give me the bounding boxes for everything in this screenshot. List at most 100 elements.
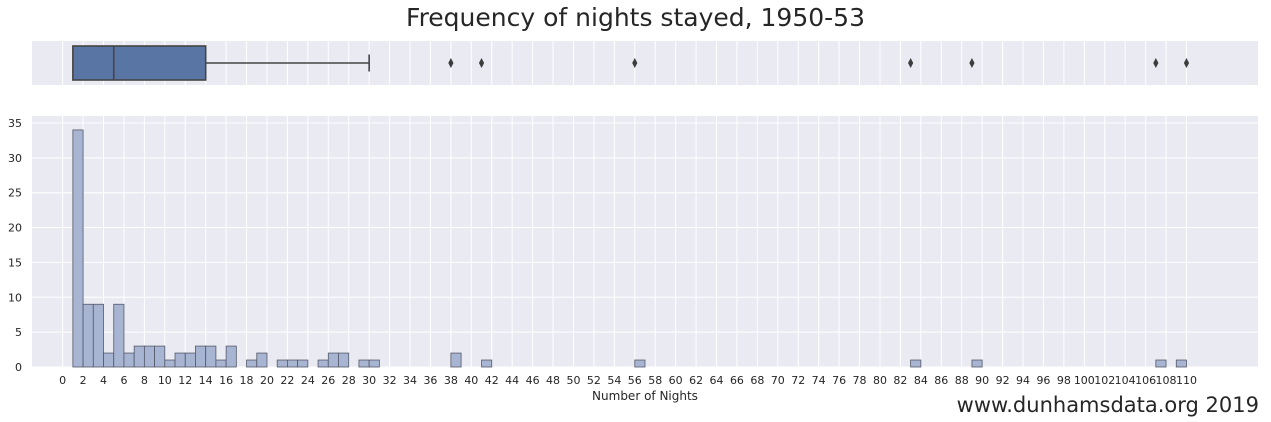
y-tick-label: 25: [8, 187, 22, 200]
chart-title: Frequency of nights stayed, 1950-53: [406, 3, 865, 32]
x-tick-label: 28: [342, 374, 356, 387]
x-tick-label: 48: [546, 374, 560, 387]
histogram-bar: [72, 129, 84, 368]
x-tick-label: 90: [975, 374, 989, 387]
histogram-bar: [910, 359, 922, 368]
x-tick-label: 102: [1094, 374, 1115, 387]
x-tick-label: 22: [280, 374, 294, 387]
x-tick-label: 64: [710, 374, 724, 387]
x-tick-label: 58: [648, 374, 662, 387]
boxplot-outlier: [632, 58, 638, 68]
y-tick-label: 5: [15, 326, 22, 339]
x-tick-label: 92: [996, 374, 1010, 387]
histogram-bar: [1155, 359, 1167, 368]
x-tick-label: 0: [59, 374, 66, 387]
boxplot-box: [72, 45, 207, 81]
y-tick-label: 15: [8, 256, 22, 269]
histogram-bar: [317, 359, 329, 368]
x-tick-label: 44: [505, 374, 519, 387]
histogram-bar: [368, 359, 380, 368]
histogram-bar: [1175, 359, 1187, 368]
x-tick-label: 86: [934, 374, 948, 387]
x-tick-label: 10: [158, 374, 172, 387]
x-tick-label: 36: [423, 374, 437, 387]
y-tick-label: 20: [8, 222, 22, 235]
x-axis-label: Number of Nights: [592, 389, 698, 403]
x-tick-label: 60: [669, 374, 683, 387]
histogram-bar: [82, 303, 94, 368]
x-tick-label: 84: [914, 374, 928, 387]
histogram-bar: [256, 352, 268, 368]
histogram-bar: [174, 352, 186, 368]
histogram-background: [32, 116, 1258, 367]
boxplot-outlier: [1153, 58, 1159, 68]
y-tick-label: 0: [15, 361, 22, 374]
x-tick-label: 20: [260, 374, 274, 387]
x-tick-label: 76: [832, 374, 846, 387]
x-tick-label: 62: [689, 374, 703, 387]
histogram-bar: [481, 359, 493, 368]
x-tick-label: 104: [1115, 374, 1136, 387]
x-tick-label: 82: [893, 374, 907, 387]
x-tick-label: 34: [403, 374, 417, 387]
x-tick-label: 100: [1074, 374, 1095, 387]
boxplot-outlier: [908, 58, 914, 68]
boxplot-outlier: [478, 58, 485, 68]
x-tick-label: 68: [750, 374, 764, 387]
histogram-bar: [634, 359, 646, 368]
histogram-bar: [195, 345, 207, 368]
x-tick-label: 96: [1036, 374, 1050, 387]
x-tick-label: 12: [178, 374, 192, 387]
histogram-bar: [164, 359, 176, 368]
histogram-bar: [246, 359, 258, 368]
x-tick-label: 78: [853, 374, 867, 387]
histogram-bar: [143, 345, 155, 368]
x-tick-label: 18: [240, 374, 254, 387]
x-tick-label: 30: [362, 374, 376, 387]
histogram-bar: [297, 359, 309, 368]
x-tick-label: 2: [80, 374, 87, 387]
x-tick-label: 94: [1016, 374, 1030, 387]
y-tick-label: 10: [8, 291, 22, 304]
x-tick-label: 88: [955, 374, 969, 387]
x-tick-label: 26: [321, 374, 335, 387]
x-tick-label: 98: [1057, 374, 1071, 387]
histogram-bar: [184, 352, 196, 368]
y-tick-label: 35: [8, 117, 22, 130]
x-tick-label: 50: [566, 374, 580, 387]
histogram-bar: [225, 345, 237, 368]
histogram-bar: [92, 303, 104, 368]
histogram-bar: [154, 345, 166, 368]
histogram-bar: [450, 352, 462, 368]
x-tick-label: 52: [587, 374, 601, 387]
histogram-bar: [103, 352, 115, 368]
x-tick-label: 66: [730, 374, 744, 387]
boxplot-outlier: [969, 58, 975, 68]
histogram-bar: [113, 303, 125, 368]
x-tick-label: 72: [791, 374, 805, 387]
x-tick-label: 74: [812, 374, 826, 387]
x-tick-label: 110: [1176, 374, 1197, 387]
histogram-bar: [287, 359, 299, 368]
histogram-bar: [338, 352, 350, 368]
x-tick-label: 106: [1135, 374, 1156, 387]
y-tick-label: 30: [8, 152, 22, 165]
x-tick-label: 32: [383, 374, 397, 387]
x-tick-label: 14: [199, 374, 213, 387]
histogram-bar: [215, 359, 227, 368]
x-tick-label: 80: [873, 374, 887, 387]
x-tick-label: 6: [120, 374, 127, 387]
x-tick-label: 70: [771, 374, 785, 387]
x-tick-label: 54: [607, 374, 621, 387]
x-tick-label: 4: [100, 374, 107, 387]
x-tick-label: 46: [526, 374, 540, 387]
histogram-bar: [971, 359, 983, 368]
boxplot-panel: [32, 41, 1258, 85]
boxplot-outlier: [1183, 58, 1190, 68]
histogram-bar: [276, 359, 288, 368]
histogram-panel: 0 2 4 6 8 10 12 14 16 18 20 22 24 26 28 30 32 34 36 38 40 42 4…: [8, 116, 1258, 387]
x-tick-label: 24: [301, 374, 315, 387]
histogram-bar: [327, 352, 339, 368]
watermark: www.dunhamsdata.org 2019: [956, 393, 1259, 417]
